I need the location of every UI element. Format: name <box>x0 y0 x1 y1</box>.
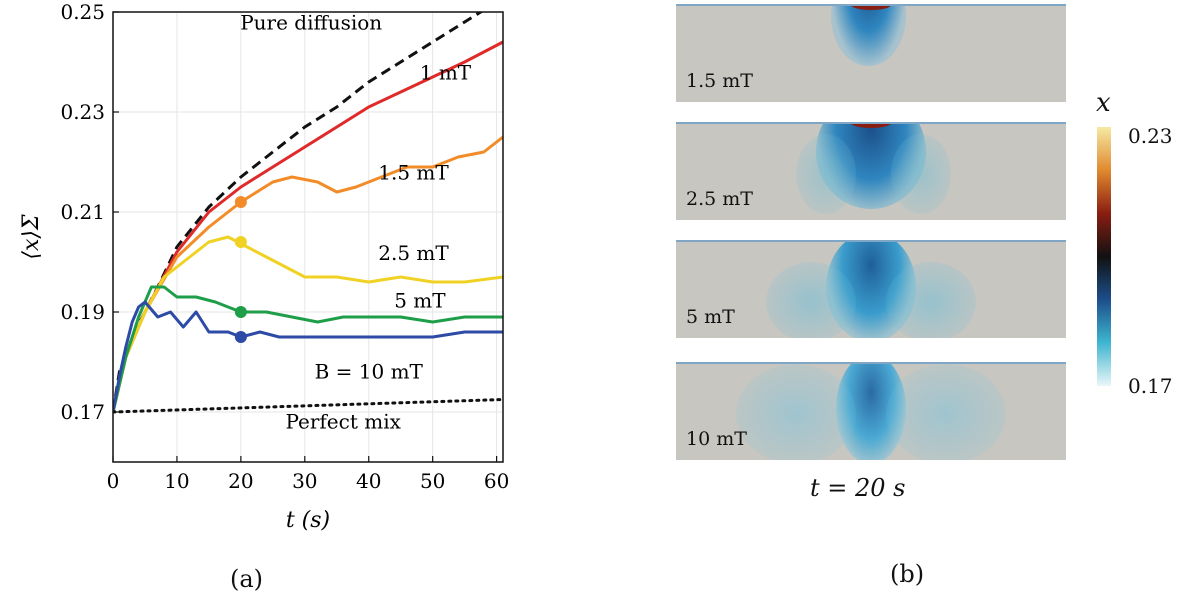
x-tick-label: 50 <box>420 469 445 493</box>
series-marker <box>234 306 247 318</box>
x-tick-label: 10 <box>164 469 189 493</box>
series-annotation: 1.5 mT <box>378 161 449 185</box>
series-line <box>113 40 503 413</box>
series-line <box>113 235 503 413</box>
plot-frame <box>112 11 504 463</box>
panel-label-a: (a) <box>230 565 264 593</box>
y-tick-label: 0.19 <box>60 300 105 324</box>
field-snapshot-2.5mT: 2.5 mT <box>676 122 1066 220</box>
series-annotation: B = 10 mT <box>315 360 424 384</box>
field-snapshot-10mT: 10 mT <box>676 362 1066 460</box>
series-marker <box>234 196 247 208</box>
colorbar-variable: x <box>1096 88 1111 118</box>
x-tick-label: 0 <box>107 469 120 493</box>
y-tick-label: 0.23 <box>60 100 105 124</box>
series-annotation: 1 mT <box>420 61 472 85</box>
field-label: 2.5 mT <box>686 188 753 210</box>
series-marker <box>234 331 247 343</box>
field-label: 5 mT <box>686 306 735 328</box>
field-label: 1.5 mT <box>686 70 753 92</box>
y-tick-label: 0.25 <box>60 0 105 24</box>
colorbar-min-label: 0.17 <box>1128 374 1173 398</box>
series-line <box>113 398 503 414</box>
field-label: 10 mT <box>686 428 747 450</box>
series-annotation: Pure diffusion <box>240 11 382 35</box>
series-annotation: Perfect mix <box>285 410 401 434</box>
field-snapshot-1.5mT: 1.5 mT <box>676 4 1066 102</box>
x-tick-label: 30 <box>292 469 317 493</box>
x-tick-label: 40 <box>356 469 381 493</box>
colorbar <box>1097 127 1111 386</box>
x-tick-label: 60 <box>484 469 509 493</box>
series-marker <box>234 236 247 248</box>
series-line <box>113 285 503 413</box>
time-label: t = 20 s <box>810 474 906 502</box>
y-axis-label: ⟨x⟩Σ <box>19 214 44 260</box>
x-tick-label: 20 <box>228 469 253 493</box>
series-line <box>113 300 503 413</box>
x-axis-label: t (s) <box>286 508 330 533</box>
panel-label-b: (b) <box>890 560 925 588</box>
y-tick-label: 0.17 <box>60 400 105 424</box>
series-annotation: 5 mT <box>394 289 446 313</box>
colorbar-max-label: 0.23 <box>1128 124 1173 148</box>
series-annotation: 2.5 mT <box>378 241 449 265</box>
line-chart: 0 10 20 30 40 50 60 0.17 0.19 0.21 0.23 0.25 t (s) ⟨x… <box>19 0 509 533</box>
y-tick-label: 0.21 <box>60 200 105 224</box>
field-snapshot-5mT: 5 mT <box>676 240 1066 338</box>
